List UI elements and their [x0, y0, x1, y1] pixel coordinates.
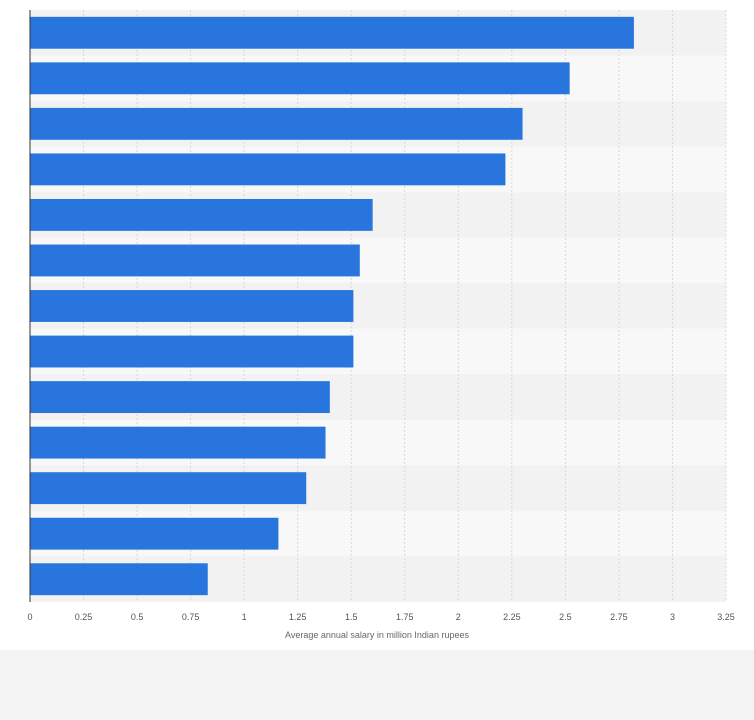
x-tick-label: 2.75	[610, 612, 628, 622]
bar	[30, 244, 360, 277]
bar	[30, 153, 506, 186]
chart-footer-band	[0, 650, 754, 720]
bar	[30, 563, 208, 596]
x-tick-label: 0	[27, 612, 32, 622]
bar	[30, 335, 354, 368]
bars	[30, 16, 634, 596]
x-tick-label: 2.5	[559, 612, 572, 622]
bar	[30, 472, 307, 505]
x-tick-label: 1.5	[345, 612, 358, 622]
bar	[30, 426, 326, 459]
x-tick-label: 3	[670, 612, 675, 622]
x-tick-label: 1	[242, 612, 247, 622]
bar	[30, 198, 373, 231]
bar	[30, 62, 570, 95]
bar	[30, 290, 354, 322]
x-tick-label: 2	[456, 612, 461, 622]
x-tick-label: 0.75	[182, 612, 200, 622]
bar	[30, 381, 330, 414]
x-tick-label: 2.25	[503, 612, 521, 622]
x-tick-label: 0.5	[131, 612, 144, 622]
bar	[30, 107, 523, 140]
x-tick-labels: 0 0.25 0.5 0.75 1 1.25 1.5 1.75 2 2.25 2.5 2.75 3 3.2…	[27, 612, 734, 622]
x-axis-title: Average annual salary in million Indian …	[285, 630, 469, 640]
bar	[30, 16, 634, 49]
x-tick-label: 3.25	[717, 612, 735, 622]
bar	[30, 517, 279, 550]
x-tick-label: 1.75	[396, 612, 414, 622]
x-tick-label: 1.25	[289, 612, 307, 622]
x-tick-label: 0.25	[75, 612, 93, 622]
